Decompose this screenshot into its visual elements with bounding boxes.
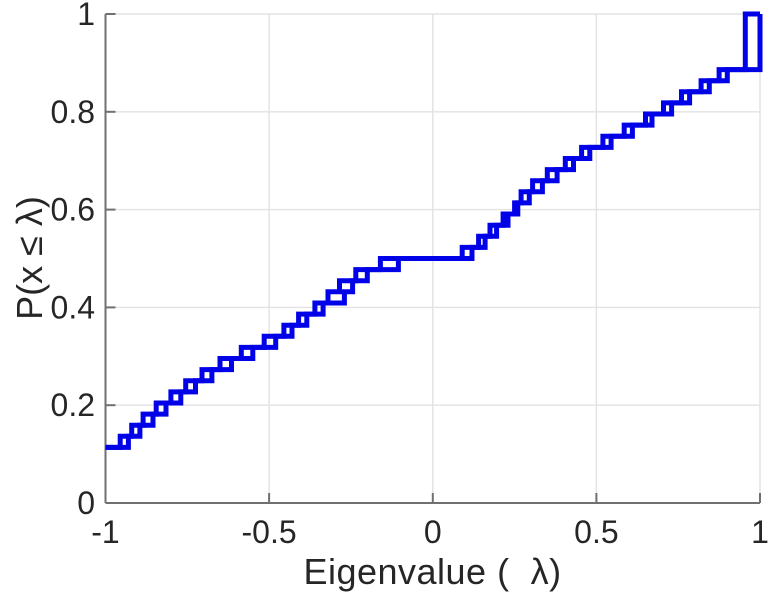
y-tick-label: 0.6 xyxy=(51,192,95,228)
y-tick-label: 0.2 xyxy=(51,387,95,423)
x-axis-title: Eigenvalue ( λ) xyxy=(303,551,562,592)
x-tick-label: -1 xyxy=(91,514,119,550)
y-tick-label: 0.4 xyxy=(51,289,95,325)
x-tick-label: 1 xyxy=(751,514,768,550)
x-tick-label: -0.5 xyxy=(242,514,297,550)
x-tick-label: 0.5 xyxy=(574,514,618,550)
x-tick-label: 0 xyxy=(424,514,442,550)
y-tick-label: 0.8 xyxy=(51,94,95,130)
y-axis-title: P(x ≤ λ) xyxy=(9,196,50,320)
ecdf-curve-2 xyxy=(105,14,763,450)
y-tick-label: 1 xyxy=(77,0,95,32)
y-tick-label: 0 xyxy=(77,485,95,521)
